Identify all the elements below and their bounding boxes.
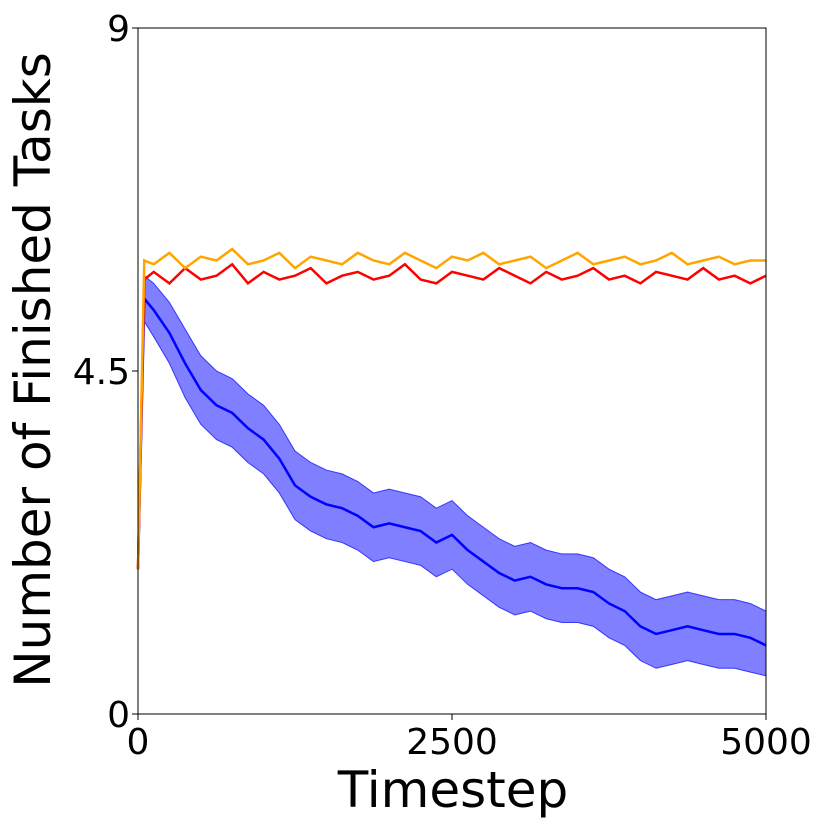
x-tick-label: 0 — [127, 722, 150, 763]
x-tick-label: 2500 — [406, 722, 498, 763]
y-tick-label: 9 — [107, 9, 130, 50]
x-axis-label: Timestep — [337, 761, 569, 819]
y-axis-label: Number of Finished Tasks — [4, 52, 62, 688]
x-tick-label: 5000 — [720, 722, 812, 763]
y-tick-label: 0 — [107, 695, 130, 736]
band — [138, 275, 766, 676]
line — [136, 295, 767, 647]
y-tick-label: 4.5 — [73, 352, 130, 393]
line — [136, 247, 766, 570]
line — [136, 262, 767, 570]
band-edge — [137, 319, 767, 677]
band-edge — [137, 274, 767, 612]
